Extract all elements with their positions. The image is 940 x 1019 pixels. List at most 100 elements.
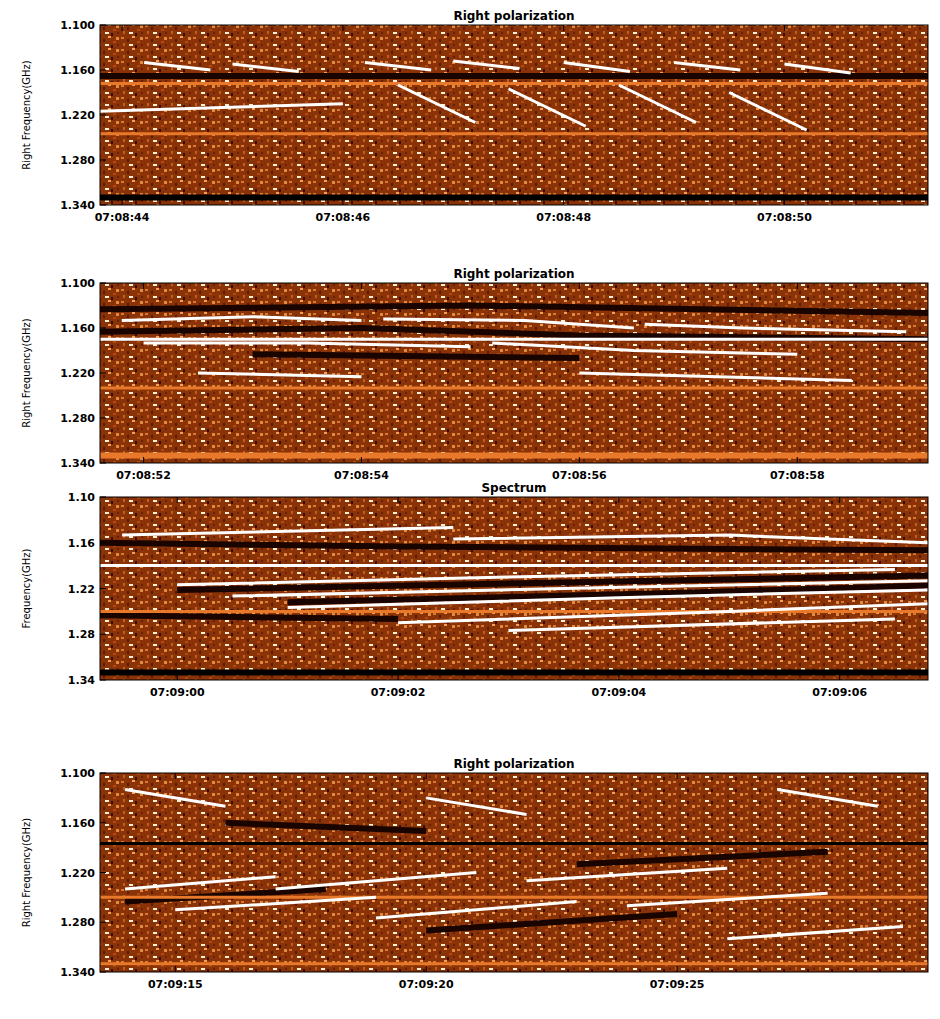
x-tick bbox=[426, 773, 427, 779]
stripe bbox=[527, 868, 728, 880]
stripe bbox=[288, 590, 928, 608]
stripe bbox=[453, 535, 928, 543]
stripe bbox=[100, 82, 928, 85]
x-tick bbox=[342, 25, 343, 31]
stripe bbox=[100, 132, 928, 135]
marks bbox=[100, 790, 928, 964]
y-tick-label: 1.280 bbox=[60, 412, 95, 425]
frame bbox=[100, 25, 928, 205]
x-tick-label: 07:09:20 bbox=[399, 978, 454, 991]
x-tick-label: 07:08:48 bbox=[536, 211, 591, 224]
y-tick-label: 1.100 bbox=[60, 19, 95, 32]
stripe bbox=[100, 564, 928, 567]
x-tick bbox=[784, 199, 785, 205]
stripe bbox=[383, 319, 634, 328]
stripe bbox=[564, 63, 630, 72]
x-tick bbox=[143, 457, 144, 463]
y-axis-title: Right Frequency(GHz) bbox=[21, 318, 32, 428]
x-tick bbox=[122, 25, 123, 31]
stripe bbox=[777, 790, 877, 807]
x-tick-label: 07:09:15 bbox=[148, 978, 203, 991]
stripe bbox=[144, 343, 471, 347]
stripe bbox=[100, 669, 928, 675]
panel: Right polarization07:08:4407:08:4607:08:… bbox=[21, 9, 928, 224]
x-tick-label: 07:08:52 bbox=[116, 469, 171, 482]
y-tick-label: 1.340 bbox=[60, 457, 95, 470]
y-tick bbox=[100, 205, 106, 206]
x-tick bbox=[839, 497, 840, 503]
stripe bbox=[125, 889, 326, 901]
stripe bbox=[508, 89, 585, 127]
y-tick-label: 1.160 bbox=[60, 322, 95, 335]
x-tick bbox=[839, 674, 840, 680]
stripe bbox=[144, 63, 210, 71]
x-tick bbox=[426, 966, 427, 972]
panel-title: Right polarization bbox=[453, 267, 574, 281]
x-tick-label: 07:08:46 bbox=[316, 211, 371, 224]
x-tick bbox=[784, 25, 785, 31]
stripe bbox=[100, 306, 928, 314]
stripe bbox=[376, 902, 577, 919]
plot-background bbox=[100, 773, 928, 972]
panel-title: Spectrum bbox=[481, 481, 546, 495]
panel-title: Right polarization bbox=[453, 9, 574, 23]
stripe bbox=[100, 543, 928, 551]
stripe bbox=[492, 343, 797, 354]
y-axis-title: Right Frequency(GHz) bbox=[21, 60, 32, 170]
y-tick bbox=[100, 542, 106, 543]
x-tick bbox=[677, 966, 678, 972]
panel-title: Right polarization bbox=[453, 757, 574, 771]
y-tick bbox=[100, 328, 106, 329]
stripe bbox=[426, 798, 526, 815]
stripe bbox=[175, 897, 376, 909]
y-tick-label: 1.160 bbox=[60, 64, 95, 77]
y-tick bbox=[100, 463, 106, 464]
y-tick bbox=[100, 160, 106, 161]
stripe bbox=[276, 873, 477, 890]
x-tick bbox=[342, 199, 343, 205]
y-tick-label: 1.220 bbox=[60, 867, 95, 880]
figure: Right polarization07:08:4407:08:4607:08:… bbox=[0, 0, 940, 1019]
stripe bbox=[453, 61, 519, 69]
y-tick bbox=[100, 773, 106, 774]
y-tick bbox=[100, 922, 106, 923]
y-tick-label: 1.34 bbox=[68, 674, 95, 687]
y-tick bbox=[100, 634, 106, 635]
stripe bbox=[579, 373, 851, 381]
stripe bbox=[100, 195, 928, 201]
stripe bbox=[100, 842, 928, 845]
marks bbox=[100, 528, 928, 673]
x-tick bbox=[361, 283, 362, 289]
y-tick bbox=[100, 70, 106, 71]
x-tick bbox=[677, 773, 678, 779]
y-tick bbox=[100, 373, 106, 374]
stripe bbox=[198, 373, 361, 377]
y-tick-label: 1.340 bbox=[60, 199, 95, 212]
stripe bbox=[674, 63, 740, 71]
y-tick bbox=[100, 822, 106, 823]
y-tick bbox=[100, 872, 106, 873]
stripe bbox=[253, 354, 580, 358]
y-axis-title: Frequency(GHz) bbox=[21, 548, 32, 628]
y-tick-label: 1.10 bbox=[68, 491, 95, 504]
x-tick-label: 07:08:54 bbox=[334, 469, 389, 482]
stripe bbox=[619, 85, 696, 123]
x-tick bbox=[563, 25, 564, 31]
stripe bbox=[577, 852, 828, 864]
x-tick-label: 07:09:06 bbox=[812, 686, 867, 699]
y-axis-title: Right Frequency(GHz) bbox=[21, 818, 32, 928]
stripe bbox=[100, 338, 928, 341]
panel: Right polarization07:09:1507:09:2007:09:… bbox=[21, 757, 928, 991]
stripe bbox=[426, 914, 677, 931]
panel: Spectrum07:09:0007:09:0207:09:0407:09:06… bbox=[21, 481, 928, 699]
stripe bbox=[125, 877, 276, 889]
x-tick bbox=[398, 674, 399, 680]
x-tick bbox=[177, 674, 178, 680]
x-tick bbox=[579, 457, 580, 463]
y-tick-label: 1.280 bbox=[60, 916, 95, 929]
x-tick-label: 07:08:50 bbox=[757, 211, 812, 224]
frame bbox=[100, 497, 928, 680]
y-tick-label: 1.220 bbox=[60, 109, 95, 122]
x-tick bbox=[398, 497, 399, 503]
stripe bbox=[122, 528, 453, 536]
